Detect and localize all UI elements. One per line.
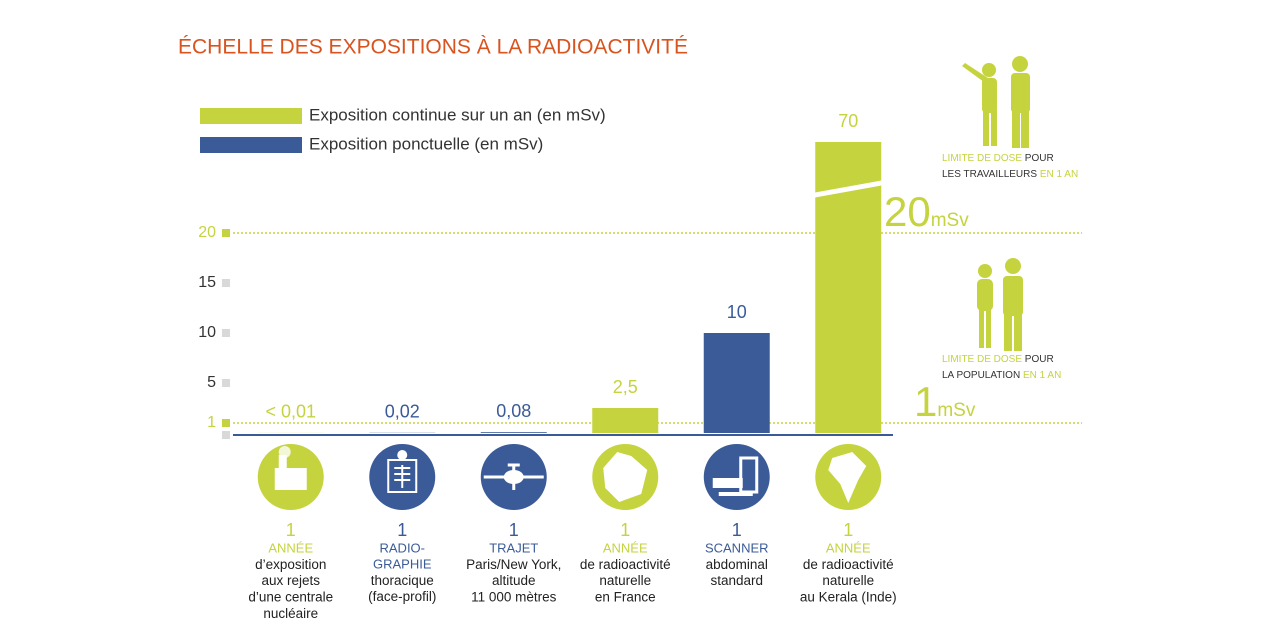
reference-unit: mSv bbox=[931, 210, 970, 231]
y-tick-label: 5 bbox=[207, 374, 216, 391]
category-count: 1 bbox=[286, 520, 296, 540]
category-description: naturelle bbox=[599, 573, 651, 588]
icon-shape bbox=[397, 450, 408, 460]
category-description: thoracique bbox=[371, 573, 434, 588]
reference-note: LES TRAVAILLEURS EN 1 AN bbox=[942, 169, 1078, 180]
y-tick-mark bbox=[222, 419, 230, 427]
note-part: EN 1 AN bbox=[1040, 169, 1078, 180]
icon-shape bbox=[603, 452, 648, 502]
category-count: 1 bbox=[843, 520, 853, 540]
category-icon bbox=[815, 444, 882, 510]
category-description: de radioactivité bbox=[803, 557, 894, 572]
category-description: nucléaire bbox=[263, 606, 318, 621]
icon-shape bbox=[712, 478, 743, 488]
bar bbox=[480, 432, 547, 433]
value-label: < 0,01 bbox=[265, 402, 316, 422]
chart-title: ÉCHELLE DES EXPOSITIONS À LA RADIOACTIVI… bbox=[178, 36, 688, 59]
reference-note: LIMITE DE DOSE POUR bbox=[942, 354, 1054, 365]
category-icon bbox=[369, 444, 436, 510]
category-description: en France bbox=[595, 589, 656, 604]
y-tick-label: 20 bbox=[198, 224, 216, 241]
y-tick-mark bbox=[222, 279, 230, 287]
category-icon bbox=[480, 444, 547, 510]
y-axis-origin bbox=[222, 431, 230, 439]
category-count: 1 bbox=[620, 520, 630, 540]
workers-silhouette bbox=[962, 56, 1030, 148]
category-description: au Kerala (Inde) bbox=[800, 589, 897, 604]
bar bbox=[703, 333, 770, 433]
bar bbox=[592, 408, 659, 433]
y-tick-mark bbox=[222, 379, 230, 387]
category-description: (face-profil) bbox=[368, 589, 436, 604]
value-label: 0,02 bbox=[385, 402, 420, 422]
reference-note: LIMITE DE DOSE POUR bbox=[942, 153, 1054, 164]
axis-break bbox=[812, 180, 885, 198]
category-kind: RADIO- bbox=[380, 540, 426, 555]
category-icon bbox=[257, 444, 324, 510]
value-label: 0,08 bbox=[496, 401, 531, 421]
legend-label: Exposition ponctuelle (en mSv) bbox=[309, 134, 543, 153]
category-description: aux rejets bbox=[261, 573, 320, 588]
value-label: 2,5 bbox=[613, 377, 638, 397]
reference-label: 20mSv bbox=[884, 188, 969, 235]
note-part: LIMITE DE DOSE bbox=[942, 354, 1022, 365]
icon-shape bbox=[828, 452, 867, 503]
icon-circle bbox=[703, 444, 770, 510]
category-description: d’une centrale bbox=[248, 589, 333, 604]
category-description: 11 000 mètres bbox=[471, 589, 557, 604]
value-label: 10 bbox=[727, 302, 747, 322]
category-kind: ANNÉE bbox=[826, 540, 871, 555]
reference-label: 1mSv bbox=[914, 378, 976, 425]
reference-unit: mSv bbox=[937, 400, 976, 421]
note-part: LES TRAVAILLEURS bbox=[942, 169, 1037, 180]
category-icon bbox=[703, 444, 770, 510]
y-tick-mark bbox=[222, 329, 230, 337]
note-part: EN 1 AN bbox=[1023, 370, 1061, 381]
icon-shape bbox=[503, 470, 524, 484]
category-count: 1 bbox=[732, 520, 742, 540]
y-tick-mark bbox=[222, 229, 230, 237]
y-tick-label: 1 bbox=[207, 414, 216, 431]
icon-shape bbox=[718, 492, 753, 496]
category-count: 1 bbox=[509, 520, 519, 540]
category-kind: SCANNER bbox=[705, 540, 769, 555]
category-description: naturelle bbox=[822, 573, 874, 588]
category-kind: GRAPHIE bbox=[373, 556, 432, 571]
reference-value: 1 bbox=[914, 378, 937, 425]
note-part: LA POPULATION bbox=[942, 370, 1020, 381]
y-tick-label: 15 bbox=[198, 274, 216, 291]
category-description: de radioactivité bbox=[580, 557, 671, 572]
reference-value: 20 bbox=[884, 188, 931, 235]
legend-swatch bbox=[200, 108, 302, 124]
category-kind: ANNÉE bbox=[268, 540, 313, 555]
category-kind: ANNÉE bbox=[603, 540, 648, 555]
reference-note: LA POPULATION EN 1 AN bbox=[942, 370, 1061, 381]
category-description: altitude bbox=[492, 573, 536, 588]
population-silhouette bbox=[977, 258, 1023, 351]
legend-label: Exposition continue sur un an (en mSv) bbox=[309, 105, 606, 124]
icon-shape bbox=[278, 455, 287, 469]
y-tick-label: 10 bbox=[198, 324, 216, 341]
category-description: d’exposition bbox=[255, 557, 326, 572]
value-label: 70 bbox=[838, 111, 858, 131]
note-part: POUR bbox=[1025, 153, 1054, 164]
note-part: LIMITE DE DOSE bbox=[942, 153, 1022, 164]
category-description: Paris/New York, bbox=[466, 557, 561, 572]
note-part: POUR bbox=[1025, 354, 1054, 365]
category-description: abdominal bbox=[706, 557, 768, 572]
category-kind: TRAJET bbox=[489, 540, 538, 555]
icon-shape bbox=[278, 446, 291, 458]
category-icon bbox=[592, 444, 659, 510]
category-count: 1 bbox=[397, 520, 407, 540]
legend-swatch bbox=[200, 137, 302, 153]
icon-shape bbox=[394, 465, 411, 488]
icon-shape bbox=[274, 468, 307, 490]
category-description: standard bbox=[710, 573, 763, 588]
